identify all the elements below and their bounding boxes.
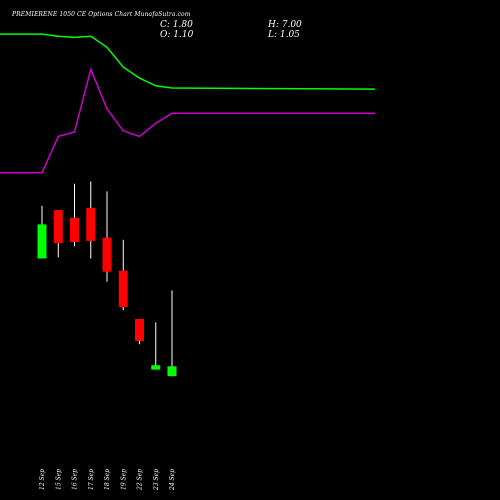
candle-body-6 bbox=[135, 319, 144, 341]
close-value: C: 1.80 bbox=[160, 20, 193, 30]
chart-title: PREMIERENE 1050 CE Options Chart MunafaS… bbox=[12, 11, 191, 18]
candle-body-3 bbox=[86, 207, 96, 241]
x-tick-label-0: 12 Sep bbox=[39, 469, 46, 490]
open-value: O: 1.10 bbox=[160, 30, 194, 40]
x-tick-label-7: 23 Sep bbox=[153, 469, 160, 491]
lower-band-line bbox=[0, 66, 375, 174]
candle-body-2 bbox=[70, 217, 79, 242]
x-tick-label-5: 19 Sep bbox=[120, 469, 127, 490]
x-tick-label-4: 18 Sep bbox=[104, 469, 111, 490]
candle-body-5 bbox=[118, 270, 128, 307]
candle-body-4 bbox=[102, 237, 112, 272]
x-tick-label-6: 22 Sep bbox=[137, 469, 144, 491]
x-tick-label-8: 24 Sep bbox=[169, 469, 176, 491]
candle-body-7 bbox=[151, 365, 161, 370]
candle-body-8 bbox=[167, 366, 177, 377]
x-tick-label-3: 17 Sep bbox=[88, 469, 95, 490]
candle-body-1 bbox=[53, 210, 63, 244]
upper-band-line bbox=[0, 33, 376, 90]
x-tick-label-2: 16 Sep bbox=[72, 469, 79, 490]
high-value: H: 7.00 bbox=[268, 20, 302, 30]
candle-body-0 bbox=[37, 224, 47, 259]
low-value: L: 1.05 bbox=[268, 30, 300, 40]
x-tick-label-1: 15 Sep bbox=[55, 469, 62, 490]
